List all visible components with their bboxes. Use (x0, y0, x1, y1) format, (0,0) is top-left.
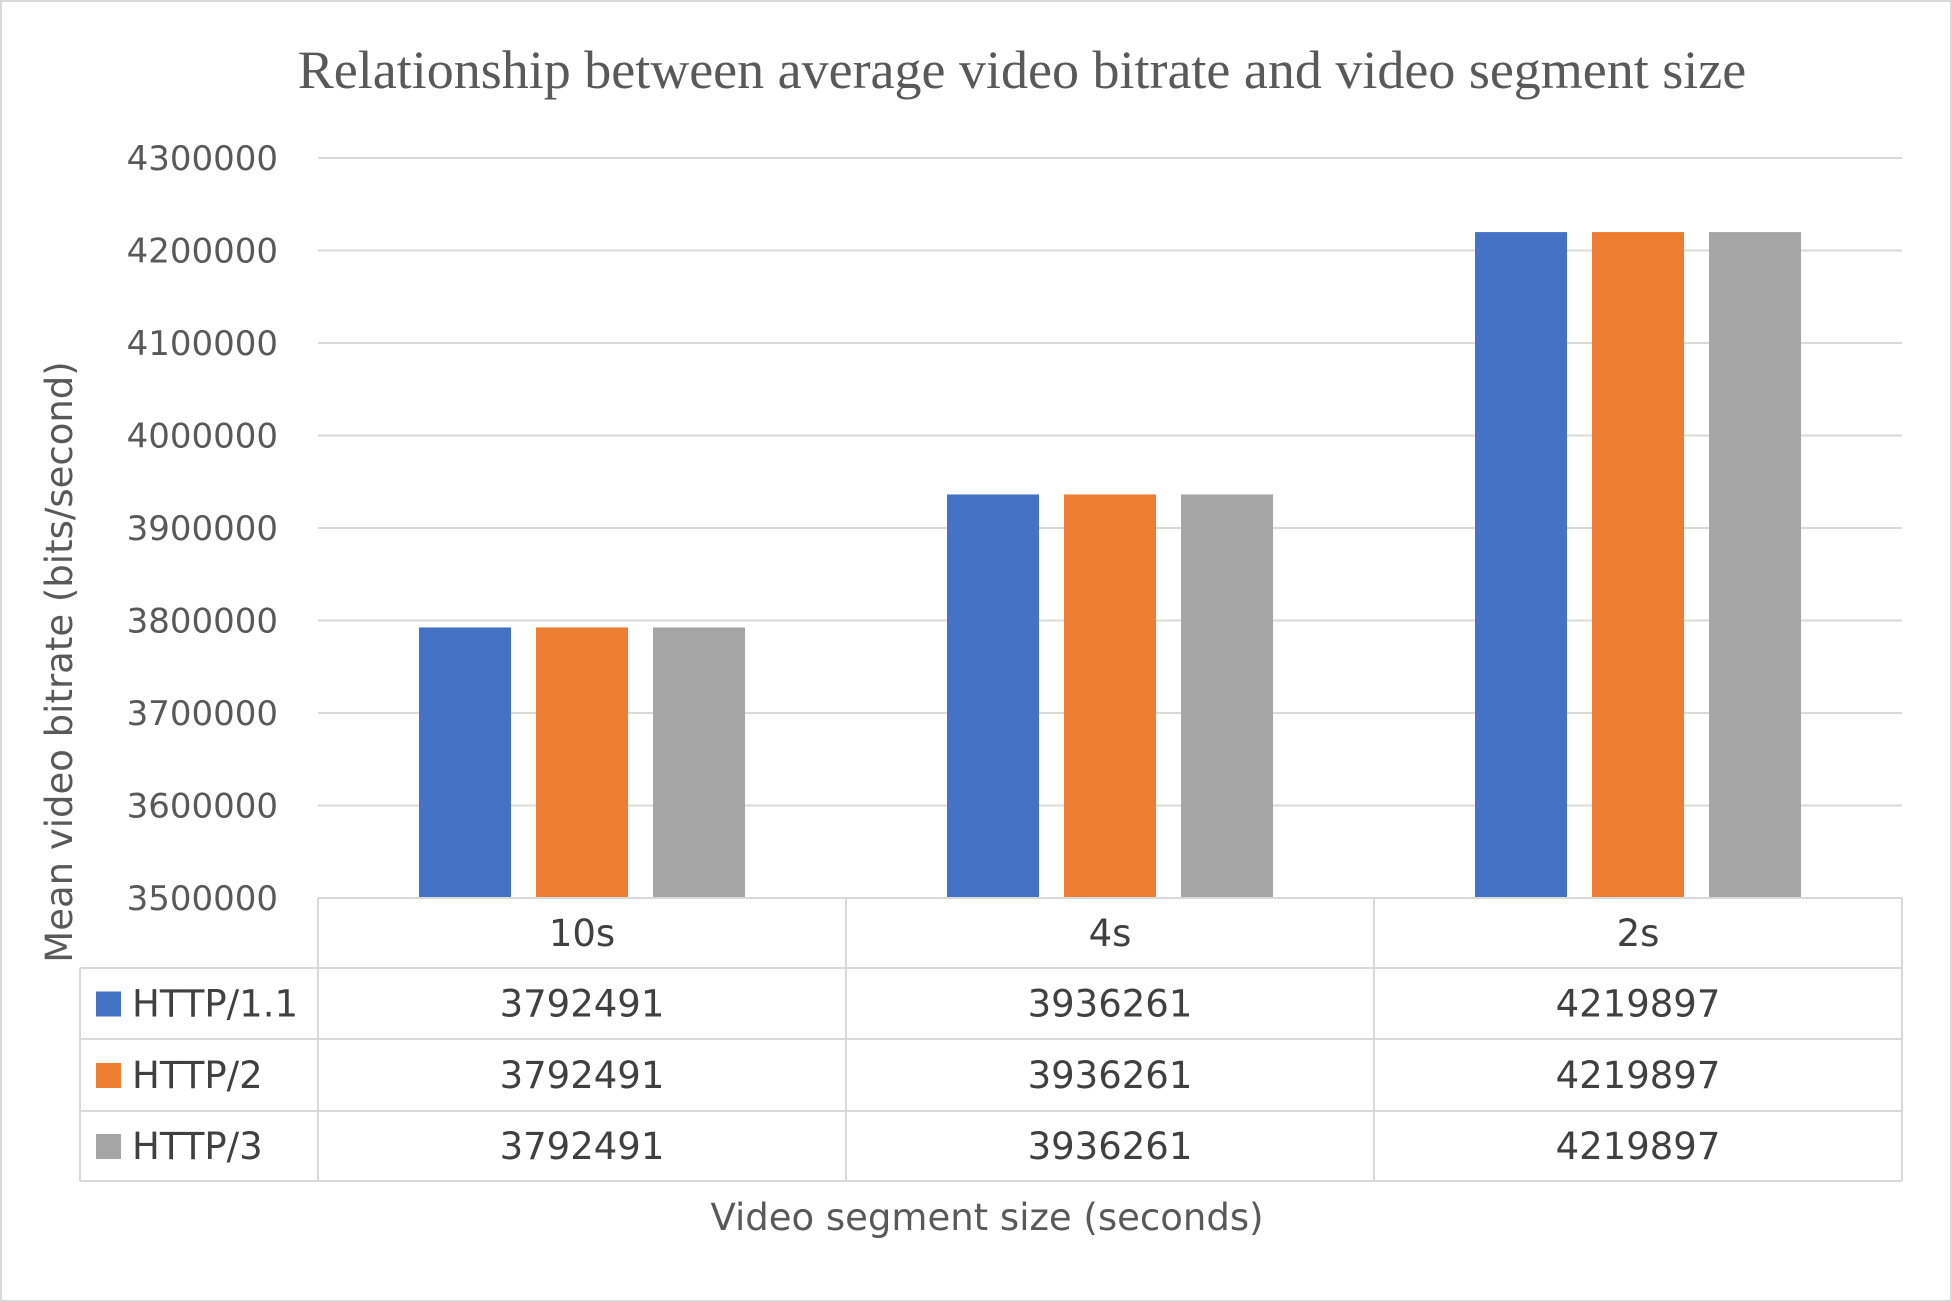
bar (1709, 232, 1801, 898)
data-value: 3792491 (500, 1125, 665, 1168)
data-value: 3936261 (1028, 1054, 1193, 1097)
chart-title: Relationship between average video bitra… (298, 40, 1746, 100)
legend-swatch (96, 1063, 121, 1088)
y-tick-label: 4100000 (127, 324, 278, 364)
data-value: 4219897 (1556, 1125, 1721, 1168)
data-value: 4219897 (1556, 1054, 1721, 1097)
bars (419, 232, 1801, 898)
bar (536, 627, 628, 898)
bar (947, 494, 1039, 898)
bar (1181, 494, 1273, 898)
data-value: 3792491 (500, 1054, 665, 1097)
y-tick-label: 3600000 (127, 787, 278, 827)
y-tick-label: 3700000 (127, 694, 278, 734)
data-value: 4219897 (1556, 983, 1721, 1026)
legend-swatch (96, 1134, 121, 1159)
data-value: 3792491 (500, 983, 665, 1026)
x-category-label: 2s (1617, 912, 1660, 955)
data-value: 3936261 (1028, 1125, 1193, 1168)
bar (419, 627, 511, 898)
y-axis-label: Mean video bitrate (bits/second) (38, 361, 81, 962)
legend-swatch (96, 991, 121, 1017)
legend-label: HTTP/2 (132, 1054, 263, 1097)
bar (1592, 232, 1684, 898)
y-tick-label: 3800000 (127, 602, 278, 642)
bar (1064, 494, 1156, 898)
data-value: 3936261 (1028, 983, 1193, 1026)
y-tick-label: 3900000 (127, 509, 278, 549)
legend-label: HTTP/1.1 (132, 983, 298, 1026)
y-tick-label: 3500000 (127, 879, 278, 919)
bar (653, 627, 745, 898)
legend-label: HTTP/3 (132, 1125, 263, 1168)
x-axis-label: Video segment size (seconds) (710, 1196, 1263, 1239)
bar (1475, 232, 1567, 898)
y-tick-label: 4300000 (127, 139, 278, 179)
y-tick-label: 4000000 (127, 417, 278, 457)
x-category-label: 4s (1089, 912, 1132, 955)
y-axis-ticks: 3500000 3600000 3700000 3800000 3900000 40000… (127, 139, 278, 919)
data-table: 10s 4s 2s HTTP/1.1 3792491 3936261 4219897 HTTP… (79, 897, 1903, 1182)
x-category-label: 10s (549, 912, 615, 955)
y-tick-label: 4200000 (127, 232, 278, 272)
